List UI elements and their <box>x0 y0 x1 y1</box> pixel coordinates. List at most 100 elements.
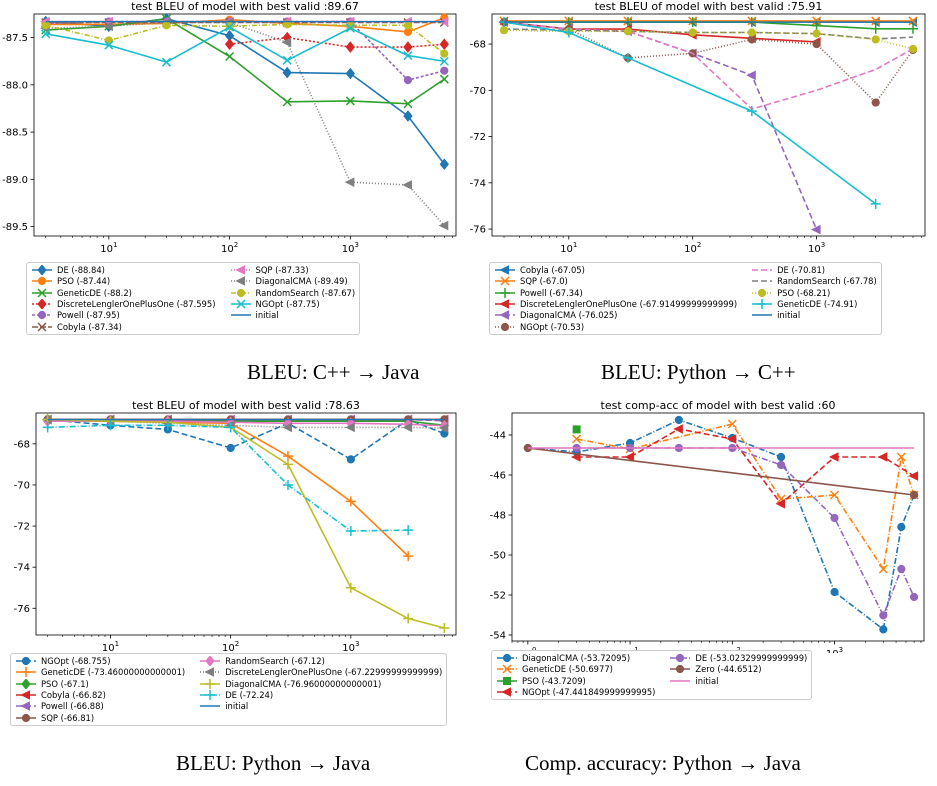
legend-swatch <box>32 265 52 276</box>
plot-frame <box>35 412 457 636</box>
series-pso <box>572 425 581 434</box>
data-point <box>438 220 449 231</box>
plot-frame <box>33 13 457 237</box>
x-tick-label: 102 <box>221 241 238 255</box>
legend-marker <box>501 687 511 697</box>
legend-swatch <box>32 311 52 320</box>
legend-marker <box>757 299 768 310</box>
legend-item-initial: initial <box>751 310 877 320</box>
y-tick-label: -87.5 <box>2 33 28 44</box>
series-line <box>45 26 445 64</box>
data-point <box>403 21 413 30</box>
legend-marker <box>21 657 31 666</box>
series-line <box>576 423 915 572</box>
legend-column: DE (-88.84) PSO (-87.44) GeneticDE (-88.2)… <box>31 265 216 332</box>
x-tick-label: 103 <box>342 640 359 653</box>
legend-label: NGOpt (-68.755) <box>41 656 111 667</box>
legend-label: RandomSearch (-87.67) <box>255 287 356 298</box>
series-diagonalcma <box>523 415 919 634</box>
legend-label: NGOpt (-70.53) <box>520 321 585 332</box>
chart-comp-acc: test comp-acc of model with best valid :… <box>490 399 925 653</box>
legend-swatch <box>200 678 221 689</box>
chart-title: test BLEU of model with best valid :75.9… <box>595 0 823 13</box>
legend-item-initial: initial <box>199 701 442 711</box>
data-point <box>688 28 697 37</box>
series-line <box>503 21 818 230</box>
series-line <box>527 419 915 631</box>
series-line <box>503 21 914 104</box>
y-tick-label: -48 <box>490 511 506 522</box>
data-point <box>810 224 821 235</box>
data-point <box>828 452 839 462</box>
legend-comp-acc: DiagonalCMA (-53.72095) GeneticDE (-50.69… <box>491 650 813 701</box>
legend-marker <box>37 322 47 332</box>
data-point <box>871 98 880 107</box>
data-point <box>41 21 50 30</box>
legend-swatch <box>200 705 221 708</box>
data-point <box>440 49 449 58</box>
legend-label: Cobyla (-87.34) <box>57 321 122 332</box>
legend-marker <box>20 690 30 700</box>
legend-column: SQP (-87.33) DiagonalCMA (-89.49) RandomSe… <box>230 265 356 332</box>
data-point <box>776 452 786 462</box>
legend-label: Cobyla (-67.05) <box>520 265 585 276</box>
series-de <box>503 21 914 110</box>
series-line <box>47 418 445 629</box>
legend-swatch <box>670 665 691 674</box>
legend-label: DiagonalCMA (-76.96000000000001) <box>225 678 382 689</box>
y-tick-label: -76 <box>470 225 486 236</box>
legend-swatch <box>752 269 773 271</box>
legend-item-powell: Powell (-66.88) <box>15 701 185 711</box>
legend-column: DiagonalCMA (-53.72095) GeneticDE (-50.69… <box>496 653 655 697</box>
data-point <box>105 420 116 431</box>
chart-panel-comp-acc: test comp-acc of model with best valid :… <box>469 393 937 786</box>
legend-swatch <box>200 690 221 701</box>
legend-item-de: DE (-88.84) <box>31 265 216 276</box>
legend-item-initial: initial <box>230 310 356 320</box>
legend-label: DE (-72.24) <box>225 690 274 701</box>
legend-item-randomsearch: RandomSearch (-67.12) <box>199 656 442 667</box>
legend-swatch <box>16 690 36 700</box>
y-tick-label: -70 <box>14 480 30 491</box>
caption-python-cpp: BLEU: Python → C++ <box>601 360 796 384</box>
legend-item-cobyla: Cobyla (-66.82) <box>15 690 185 700</box>
legend-item-sqp: SQP (-87.33) <box>230 265 356 275</box>
caption-python-java: BLEU: Python → Java <box>176 751 371 775</box>
legend-swatch <box>230 314 251 317</box>
y-tick-label: -44 <box>490 431 506 442</box>
legend-column: DE (-70.81) RandomSearch (-67.78) PSO (-68… <box>751 265 877 332</box>
data-point <box>162 420 173 431</box>
y-tick-label: -89.5 <box>2 222 28 233</box>
data-point <box>224 38 235 51</box>
legend-marker <box>205 656 215 667</box>
legend-label: initial <box>695 675 719 686</box>
legend-label: Powell (-67.34) <box>520 287 583 298</box>
series-ngopt <box>570 424 919 509</box>
legend-swatch <box>230 265 251 275</box>
data-point <box>871 16 881 26</box>
data-point <box>879 611 888 620</box>
legend-swatch <box>497 664 517 674</box>
legend-marker <box>37 299 47 310</box>
legend-item-randomsearch: RandomSearch (-67.78) <box>751 276 877 286</box>
legend-marker <box>500 287 510 298</box>
legend-marker <box>234 265 245 275</box>
legend-marker <box>37 277 47 286</box>
legend-swatch <box>495 310 515 321</box>
legend-label: Cobyla (-66.82) <box>41 690 106 701</box>
data-point <box>674 415 683 425</box>
legend-label: GeneticDE (-73.46000000000001) <box>41 667 186 678</box>
series-line <box>45 17 445 105</box>
data-point <box>438 423 449 433</box>
data-point <box>878 564 888 574</box>
series-geneticde <box>572 419 919 574</box>
series-sqp <box>499 16 918 26</box>
data-point <box>283 479 293 490</box>
legend-label: PSO (-67.1) <box>41 678 89 689</box>
chart-cpp-java: test BLEU of model with best valid :89.6… <box>2 0 457 255</box>
legend-label: GeneticDE (-74.91) <box>777 299 858 310</box>
data-point <box>281 37 292 48</box>
legend-swatch <box>495 265 515 275</box>
legend-marker <box>205 690 216 701</box>
y-tick-label: -76 <box>14 604 30 615</box>
